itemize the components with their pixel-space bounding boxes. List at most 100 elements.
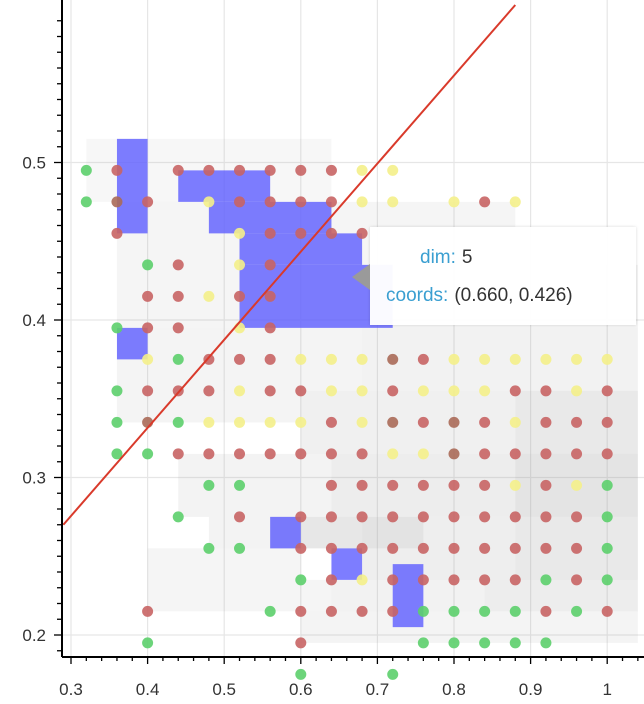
data-point-red bbox=[142, 196, 154, 208]
data-point-red bbox=[356, 479, 368, 491]
data-point-yellow bbox=[417, 385, 429, 397]
data-point-red bbox=[234, 353, 246, 365]
data-point-yellow bbox=[571, 353, 583, 365]
data-point-yellow bbox=[509, 416, 521, 428]
data-point-red bbox=[448, 574, 460, 586]
data-point-red bbox=[479, 416, 491, 428]
data-point-green bbox=[448, 637, 460, 649]
blue-cell bbox=[270, 516, 301, 549]
data-point-red bbox=[509, 574, 521, 586]
data-point-red bbox=[325, 479, 337, 491]
data-point-red bbox=[509, 511, 521, 523]
data-point-yellow bbox=[571, 385, 583, 397]
data-point-green bbox=[601, 574, 613, 586]
data-point-red bbox=[540, 385, 552, 397]
data-point-red bbox=[172, 290, 184, 302]
data-point-red bbox=[325, 196, 337, 208]
data-point-yellow bbox=[356, 353, 368, 365]
data-point-red bbox=[540, 542, 552, 554]
data-point-yellow bbox=[234, 227, 246, 239]
data-point-red bbox=[387, 574, 399, 586]
data-point-red bbox=[234, 196, 246, 208]
gray-cell bbox=[147, 579, 332, 612]
data-point-red bbox=[479, 479, 491, 491]
data-point-green bbox=[417, 605, 429, 617]
data-point-green bbox=[203, 542, 215, 554]
data-point-red bbox=[387, 479, 399, 491]
data-point-red bbox=[417, 416, 429, 428]
data-point-yellow bbox=[387, 196, 399, 208]
blue-cell bbox=[116, 327, 148, 360]
tooltip-coords-value: (0.660, 0.426) bbox=[454, 285, 573, 306]
data-point-green bbox=[540, 637, 552, 649]
tooltip-coords-label: coords: bbox=[386, 285, 449, 306]
data-point-red bbox=[295, 227, 307, 239]
data-point-red bbox=[325, 227, 337, 239]
data-point-red bbox=[417, 479, 429, 491]
x-tick-label: 0.5 bbox=[212, 680, 236, 699]
data-point-yellow bbox=[571, 479, 583, 491]
data-point-yellow bbox=[448, 353, 460, 365]
data-point-yellow bbox=[356, 385, 368, 397]
data-point-red bbox=[540, 605, 552, 617]
y-tick-label: 0.2 bbox=[22, 626, 46, 645]
data-point-yellow bbox=[295, 353, 307, 365]
x-tick-label: 0.6 bbox=[289, 680, 313, 699]
data-point-red bbox=[571, 416, 583, 428]
data-point-yellow bbox=[448, 385, 460, 397]
data-point-yellow bbox=[234, 416, 246, 428]
data-point-red bbox=[417, 574, 429, 586]
data-point-yellow bbox=[203, 196, 215, 208]
data-point-red bbox=[540, 479, 552, 491]
data-point-red bbox=[601, 605, 613, 617]
data-point-green bbox=[234, 542, 246, 554]
gray-cell bbox=[484, 579, 638, 612]
data-point-red bbox=[509, 448, 521, 460]
data-point-red bbox=[111, 227, 123, 239]
data-point-green bbox=[479, 637, 491, 649]
data-point-green bbox=[172, 353, 184, 365]
data-point-red bbox=[325, 574, 337, 586]
data-point-green bbox=[111, 385, 123, 397]
data-point-green bbox=[417, 637, 429, 649]
y-tick-label: 0.4 bbox=[22, 311, 46, 330]
data-point-red bbox=[387, 542, 399, 554]
data-point-red bbox=[295, 164, 307, 176]
data-point-green bbox=[80, 196, 92, 208]
data-point-green bbox=[448, 605, 460, 617]
data-point-red bbox=[203, 385, 215, 397]
data-point-red bbox=[295, 448, 307, 460]
data-point-yellow bbox=[295, 416, 307, 428]
data-point-yellow bbox=[601, 353, 613, 365]
data-point-green bbox=[264, 605, 276, 617]
data-point-red bbox=[264, 227, 276, 239]
data-points bbox=[80, 164, 613, 680]
data-point-yellow bbox=[356, 416, 368, 428]
diagonal-line bbox=[62, 4, 517, 526]
data-point-green bbox=[509, 637, 521, 649]
data-point-yellow bbox=[203, 290, 215, 302]
grid-lines bbox=[62, 0, 644, 657]
data-point-green bbox=[80, 164, 92, 176]
data-point-yellow bbox=[479, 385, 491, 397]
data-point-yellow bbox=[509, 196, 521, 208]
data-point-red bbox=[264, 322, 276, 334]
blue-cell bbox=[331, 548, 363, 580]
axes bbox=[54, 0, 644, 664]
data-point-red bbox=[234, 511, 246, 523]
data-point-red bbox=[325, 416, 337, 428]
x-tick-label: 0.9 bbox=[519, 680, 543, 699]
data-point-red bbox=[448, 479, 460, 491]
blue-cell bbox=[116, 138, 148, 234]
data-point-red bbox=[479, 574, 491, 586]
data-point-green bbox=[601, 479, 613, 491]
data-point-red bbox=[234, 448, 246, 460]
data-point-red bbox=[264, 290, 276, 302]
tooltip-dim-label: dim: bbox=[420, 247, 456, 268]
data-point-red bbox=[540, 416, 552, 428]
data-point-green bbox=[172, 416, 184, 428]
data-point-red bbox=[142, 322, 154, 334]
data-point-red bbox=[172, 448, 184, 460]
data-point-yellow bbox=[356, 574, 368, 586]
